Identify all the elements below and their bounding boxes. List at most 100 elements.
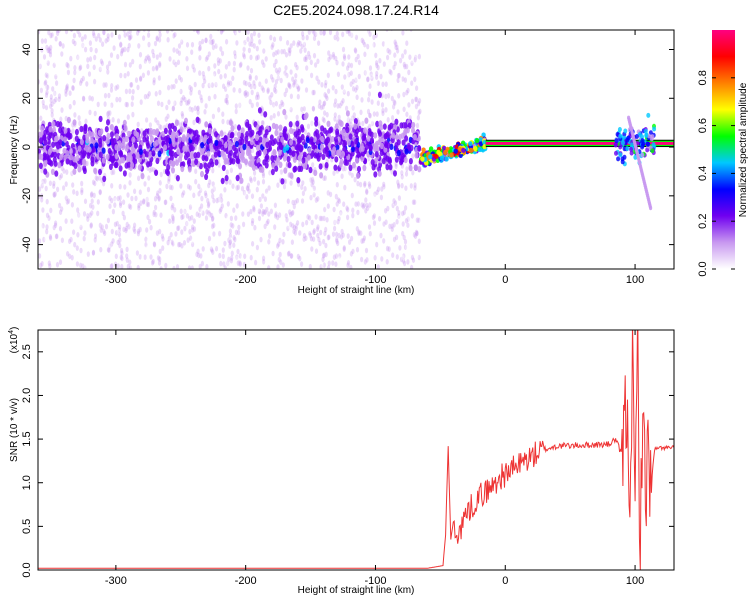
- spectrogram-cell: [43, 80, 47, 87]
- spectrogram-cell: [88, 40, 92, 46]
- spectrogram-cell: [179, 77, 183, 83]
- spectrogram-cell: [225, 93, 229, 100]
- spectrogram-cell: [121, 157, 126, 164]
- spectrogram-cell: [118, 202, 123, 209]
- spectrogram-cell: [131, 212, 135, 218]
- spectrogram-cell: [120, 48, 124, 54]
- spectrogram-cell: [436, 149, 441, 155]
- spectrogram-cell: [181, 113, 185, 119]
- spectrogram-cell: [379, 194, 383, 201]
- spectrogram-cell: [384, 196, 388, 203]
- spectrogram-cell: [244, 89, 248, 96]
- spectrogram-cell: [153, 124, 157, 130]
- spectrogram-cell: [301, 221, 305, 228]
- spectrogram-cell: [90, 210, 94, 216]
- spectrogram-cell: [334, 55, 338, 62]
- spectrogram-cell: [262, 259, 266, 265]
- spectrogram-cell: [136, 264, 140, 269]
- spectrogram-cell: [344, 149, 349, 156]
- spectrogram-cell: [138, 226, 142, 233]
- spectrogram-cell: [218, 58, 222, 64]
- spectrogram-cell: [204, 37, 208, 44]
- spectrogram-cell: [123, 61, 128, 68]
- spectrogram-cell: [364, 117, 369, 124]
- spectrogram-cell: [248, 171, 252, 177]
- spectrogram-cell: [338, 102, 342, 109]
- spectrogram-cell: [44, 185, 48, 192]
- spectrogram-cell: [126, 114, 130, 120]
- spectrogram-cell: [321, 153, 326, 160]
- spectrogram-cell: [99, 58, 103, 65]
- spectrogram-cell: [65, 83, 69, 89]
- spectrogram-cell: [234, 168, 238, 175]
- spectrogram-cell: [150, 166, 154, 172]
- spectrogram-cell: [132, 226, 136, 232]
- spectrogram-cell: [306, 154, 311, 161]
- spectrogram-cell: [218, 208, 222, 214]
- spectrogram-cell: [323, 175, 327, 181]
- spectrogram-cell: [370, 137, 374, 144]
- spectrogram-cell: [338, 119, 343, 126]
- spectrogram-cell: [346, 262, 350, 269]
- spectrogram-cell: [398, 45, 402, 52]
- spectrogram-cell: [294, 61, 298, 68]
- spectrogram-cell: [356, 201, 360, 207]
- spectrogram-cell: [385, 245, 390, 252]
- spectrogram-cell: [152, 241, 156, 247]
- spectrogram-cell: [80, 189, 84, 196]
- spectrogram-cell: [79, 224, 83, 231]
- spectrogram-cell: [204, 121, 209, 128]
- spectrogram-cell: [117, 227, 121, 233]
- spectrogram-cell: [393, 170, 397, 177]
- spectrogram-cell: [76, 232, 80, 238]
- spectrogram-cell: [270, 44, 274, 50]
- spectrogram-cell: [192, 63, 196, 70]
- spectrogram-cell: [346, 116, 350, 123]
- spectrogram-cell: [308, 54, 312, 61]
- spectrogram-cell: [44, 191, 48, 197]
- spectrogram-cell: [180, 165, 185, 173]
- spectrogram-cell: [45, 213, 49, 219]
- spectrogram-cell: [290, 210, 294, 217]
- spectrogram-cell: [43, 168, 48, 175]
- spectrogram-cell: [43, 262, 47, 268]
- spectrogram-cell: [319, 30, 323, 36]
- spectrogram-cell: [364, 143, 369, 150]
- spectrogram-cell: [196, 30, 200, 34]
- spectrogram-cell: [386, 47, 390, 54]
- spectrogram-cell: [397, 214, 402, 221]
- spectrogram-cell: [127, 130, 131, 138]
- spectrogram-cell: [71, 128, 75, 134]
- spectrogram-cell: [188, 204, 193, 210]
- spectrogram-cell: [307, 30, 311, 35]
- colorbar-label: Normalized spectral amplitude: [738, 82, 749, 217]
- spectrogram-cell: [403, 122, 408, 129]
- spectrogram-cell: [380, 256, 384, 262]
- spectrogram-cell: [375, 111, 379, 117]
- spectrogram-cell: [246, 30, 250, 35]
- spectrogram-cell: [191, 135, 196, 143]
- spectrogram-cell: [264, 56, 268, 62]
- spectrogram-cell: [178, 185, 182, 191]
- spectrogram-cell: [410, 98, 415, 105]
- spectrogram-cell: [42, 103, 46, 110]
- spectrogram-cell: [86, 213, 90, 219]
- spectrogram-cell: [357, 229, 361, 235]
- spectrogram-cell: [251, 217, 255, 224]
- spectrogram-cell: [283, 70, 287, 76]
- spectrogram-cell: [385, 259, 389, 265]
- spectrogram-cell: [54, 74, 58, 80]
- spectrogram-cell: [154, 204, 158, 211]
- spectrogram-cell: [268, 95, 272, 101]
- spectrogram-cell: [218, 230, 222, 237]
- spectrogram-cell: [187, 98, 191, 105]
- spectrogram-cell: [324, 234, 328, 241]
- spectrogram-cell: [309, 177, 313, 183]
- spectrogram-cell: [265, 220, 269, 226]
- spectrogram-cell: [306, 178, 310, 184]
- spectrogram-cell: [322, 117, 326, 124]
- spectrogram-cell: [224, 174, 229, 182]
- spectrogram-cell: [232, 235, 236, 241]
- spectrogram-cell: [46, 47, 50, 54]
- spectrogram-cell: [45, 100, 50, 107]
